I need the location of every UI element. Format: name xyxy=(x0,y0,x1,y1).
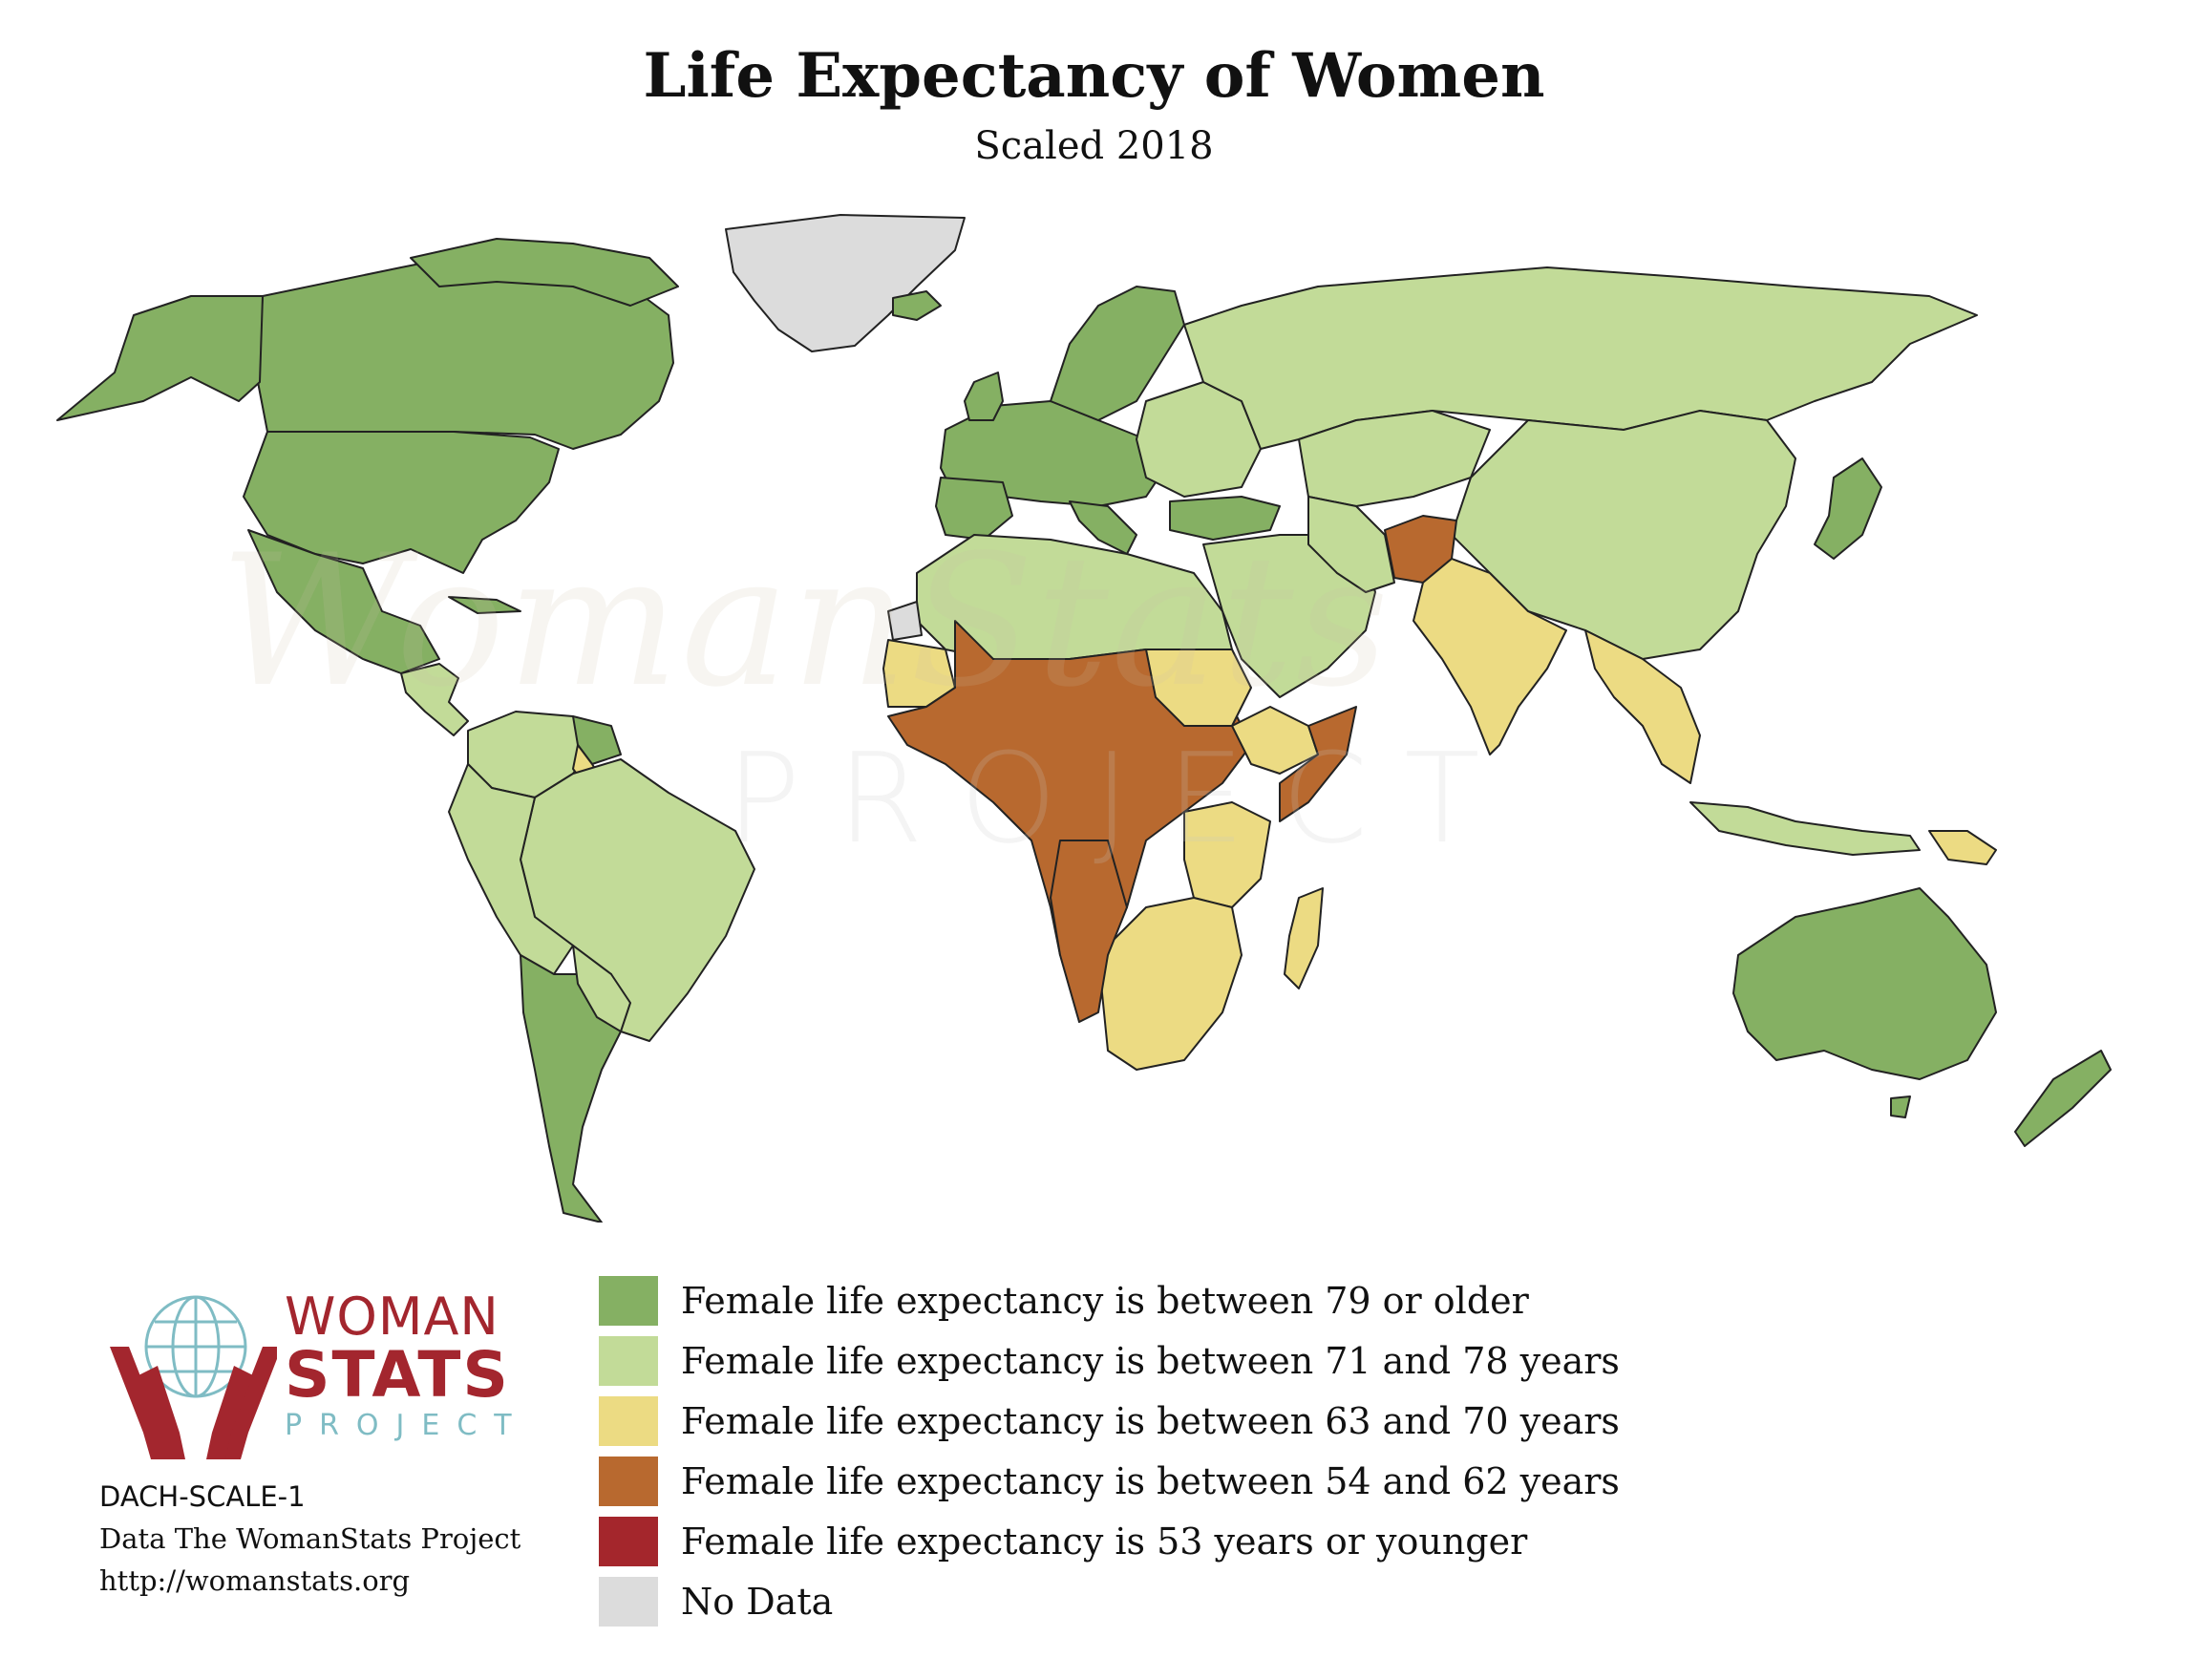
region-scandinavia[interactable] xyxy=(1050,286,1185,421)
region-andes-central[interactable] xyxy=(448,763,574,975)
region-uk[interactable] xyxy=(964,372,1004,421)
region-turkey[interactable] xyxy=(1169,496,1281,541)
credits: DACH-SCALE-1 Data The WomanStats Project… xyxy=(99,1476,520,1602)
region-papua-new-guinea[interactable] xyxy=(1928,830,1997,865)
source-url[interactable]: http://womanstats.org xyxy=(99,1564,411,1597)
legend-swatch xyxy=(599,1457,658,1506)
map-subtitle: Scaled 2018 xyxy=(974,124,1214,168)
region-angola-namibia[interactable] xyxy=(1050,840,1128,1023)
logo-word-stats: STATS xyxy=(285,1338,510,1412)
region-paraguay-uruguay[interactable] xyxy=(572,945,631,1032)
logo-word-project: PROJECT xyxy=(285,1409,529,1442)
legend-swatch xyxy=(599,1396,658,1446)
globe-hands-icon xyxy=(110,1295,277,1459)
region-arctic-islands[interactable] xyxy=(410,238,679,307)
legend-swatch xyxy=(599,1577,658,1627)
region-south-asia[interactable] xyxy=(1413,558,1567,755)
region-indonesia[interactable] xyxy=(1689,801,1921,856)
region-caribbean[interactable] xyxy=(448,596,521,614)
map-code: DACH-SCALE-1 xyxy=(99,1480,306,1513)
region-russia[interactable] xyxy=(1183,266,1978,450)
womanstats-logo: WOMAN STATS PROJECT xyxy=(105,1289,512,1461)
legend-swatch xyxy=(599,1336,658,1386)
region-southeast-asia[interactable] xyxy=(1584,629,1701,784)
legend-swatch xyxy=(599,1517,658,1566)
logo-word-woman: WOMAN xyxy=(285,1287,499,1347)
legend-label: Female life expectancy is between 79 or … xyxy=(681,1280,1529,1322)
region-mexico[interactable] xyxy=(247,529,440,674)
region-somalia[interactable] xyxy=(1279,706,1357,822)
legend-label: Female life expectancy is between 71 and… xyxy=(681,1340,1620,1382)
region-japan[interactable] xyxy=(1814,457,1882,560)
legend-swatch xyxy=(599,1276,658,1326)
region-east-africa[interactable] xyxy=(1183,801,1271,908)
region-guianas[interactable] xyxy=(572,715,622,765)
region-alaska[interactable] xyxy=(56,295,264,421)
region-madagascar[interactable] xyxy=(1284,887,1324,989)
legend-label: Female life expectancy is between 63 and… xyxy=(681,1400,1620,1442)
region-greenland[interactable] xyxy=(725,214,966,352)
legend-label: Female life expectancy is between 54 and… xyxy=(681,1460,1620,1502)
region-iceland[interactable] xyxy=(892,290,942,321)
region-usa[interactable] xyxy=(243,431,560,574)
region-western-sahara[interactable] xyxy=(887,601,923,641)
world-map xyxy=(56,214,2112,1223)
data-source: Data The WomanStats Project xyxy=(99,1522,521,1555)
region-iberia[interactable] xyxy=(935,477,1013,541)
region-australia[interactable] xyxy=(1732,887,1997,1080)
map-title: Life Expectancy of Women xyxy=(643,40,1545,112)
region-iran[interactable] xyxy=(1307,496,1395,593)
region-tasmania[interactable] xyxy=(1890,1095,1911,1118)
region-southern-africa[interactable] xyxy=(1097,897,1243,1071)
legend-label: No Data xyxy=(681,1581,834,1623)
region-new-zealand[interactable] xyxy=(2014,1050,2112,1147)
region-central-america[interactable] xyxy=(400,663,469,736)
legend-label: Female life expectancy is 53 years or yo… xyxy=(681,1521,1528,1563)
